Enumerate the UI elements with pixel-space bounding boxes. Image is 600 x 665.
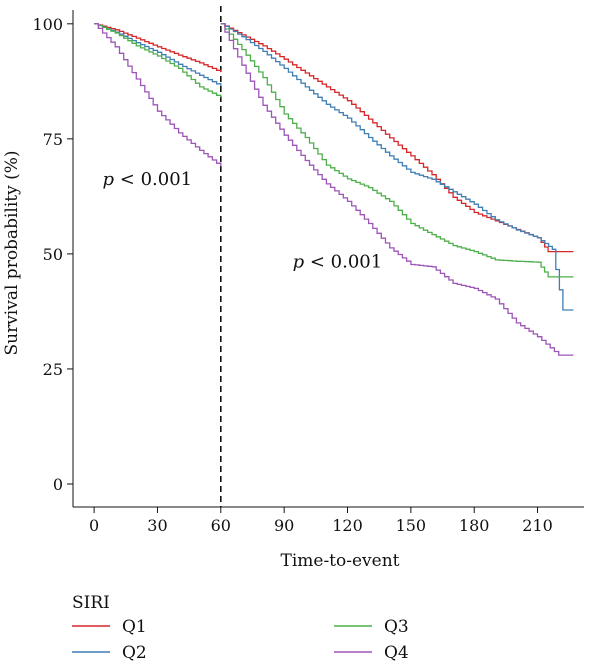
y-tick-label: 0	[53, 475, 63, 494]
x-tick-label: 30	[147, 516, 167, 535]
p-value-annotation: p < 0.001	[103, 169, 193, 190]
legend: SIRI Q1 Q2 Q3 Q4	[72, 593, 409, 663]
series-q3	[94, 23, 574, 278]
x-tick-label: 90	[274, 516, 294, 535]
x-tick-label: 0	[89, 516, 99, 535]
y-tick-label: 75	[43, 130, 63, 149]
x-tick-label: 180	[459, 516, 490, 535]
survival-curve	[220, 23, 574, 311]
x-tick-label: 60	[211, 516, 231, 535]
legend-label: Q2	[122, 643, 147, 663]
survival-curve	[220, 23, 574, 356]
legend-label: Q1	[122, 617, 147, 637]
p-value-annotation: p < 0.001	[293, 252, 383, 273]
legend-title: SIRI	[72, 593, 110, 613]
x-axis-title: Time-to-event	[280, 551, 399, 571]
plot-area: 0 30 60 90 120 150 180 210 0 25 50 75 100 p < 0.001 p …	[32, 6, 584, 535]
y-tick-label: 100	[32, 15, 63, 34]
x-tick-label: 210	[522, 516, 553, 535]
survival-curve	[94, 23, 222, 167]
y-axis-title: Survival probability (%)	[2, 150, 22, 355]
legend-label: Q4	[384, 643, 409, 663]
series-q4	[94, 23, 574, 356]
survival-curve	[220, 23, 574, 278]
y-tick-label: 25	[43, 360, 63, 379]
x-tick-label: 150	[396, 516, 427, 535]
x-tick-label: 120	[332, 516, 363, 535]
survival-curve	[94, 23, 222, 98]
y-tick-label: 50	[43, 245, 63, 264]
legend-label: Q3	[384, 617, 409, 637]
